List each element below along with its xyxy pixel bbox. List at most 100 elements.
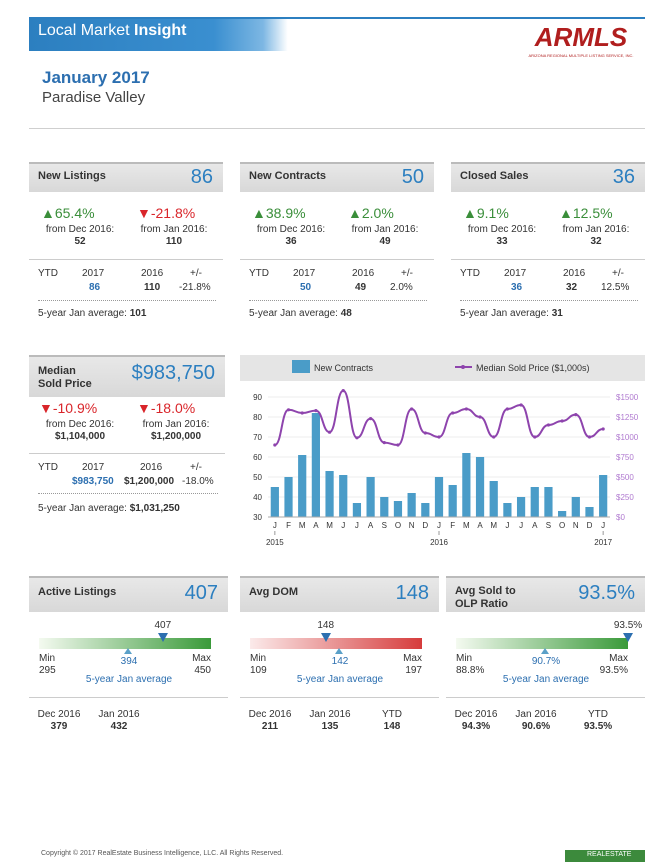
legend-line-marker	[461, 365, 465, 369]
divider	[29, 128, 645, 129]
new-listings-card: New Listings 86 ▲65.4% from Dec 2016: 52 ▼-21…	[29, 162, 223, 324]
card-title: Closed Sales	[460, 170, 529, 182]
brand-light: Local Market	[38, 22, 135, 39]
gauge-marker-icon	[623, 633, 633, 642]
card-header	[451, 162, 645, 192]
legend-label: New Contracts	[314, 363, 374, 373]
avg-marker-icon	[335, 648, 343, 654]
up-arrow-icon: ▲	[348, 205, 362, 221]
change-1-detail: from Dec 2016: $1,104,000	[45, 419, 115, 442]
year-label: 2015	[266, 538, 284, 547]
ytd-value-2: 32	[566, 282, 578, 293]
change-2-detail: from Jan 2016: 32	[562, 224, 630, 247]
change-2: ▲12.5%	[559, 205, 613, 221]
bar	[352, 503, 362, 517]
y-tick-right: $750	[616, 453, 634, 462]
change-2: ▼-21.8%	[137, 205, 196, 221]
compare-1: Dec 2016 379	[37, 709, 81, 732]
bar	[503, 503, 512, 517]
ytd-value-pm: 2.0%	[390, 282, 413, 293]
gauge-bar	[456, 638, 628, 649]
ytd-value-1: 86	[89, 282, 101, 293]
bar	[339, 475, 348, 517]
bar	[366, 477, 375, 517]
price-point	[601, 427, 605, 431]
bar	[325, 471, 334, 517]
price-point	[300, 411, 304, 415]
ytd-y1: 2017	[504, 268, 527, 279]
change-2-detail: from Jan 2016: $1,200,000	[142, 419, 210, 442]
y-tick-right: $0	[616, 513, 625, 522]
legend-bar-swatch	[292, 360, 310, 373]
change-1: ▲65.4%	[41, 205, 95, 221]
year-label: 2017	[594, 538, 612, 547]
x-tick: F	[450, 521, 455, 530]
card-title: Median Sold Price	[38, 365, 92, 390]
y-tick-left: 90	[253, 393, 262, 402]
price-point	[396, 443, 400, 447]
new-contracts-card: New Contracts 50 ▲38.9% from Dec 2016: 36 ▲2.…	[240, 162, 434, 324]
bar	[270, 487, 279, 517]
bar	[558, 511, 567, 517]
avg-label: 5-year Jan average	[85, 674, 173, 685]
ytd-ytd_label: YTD	[460, 268, 480, 279]
card-title: Avg Sold to OLP Ratio	[455, 585, 516, 610]
avg-marker-label: 142	[331, 656, 349, 667]
card-value: 93.5%	[578, 582, 635, 604]
bar	[393, 501, 403, 517]
compare-2: Jan 2016 135	[309, 709, 351, 732]
x-tick: A	[313, 521, 319, 530]
price-point	[286, 408, 291, 412]
ytd-value-pm: -21.8%	[179, 282, 211, 293]
x-tick: A	[368, 521, 374, 530]
x-tick: M	[326, 521, 333, 530]
bar	[530, 487, 539, 517]
price-point	[437, 435, 441, 439]
x-tick: D	[587, 521, 593, 530]
down-arrow-icon: ▼	[39, 400, 53, 416]
x-tick: M	[490, 521, 497, 530]
card-title: Active Listings	[38, 586, 117, 598]
price-point	[382, 441, 386, 445]
ytd-value-2: $1,200,000	[124, 476, 175, 487]
x-tick: A	[532, 521, 538, 530]
card-header	[446, 576, 645, 612]
bar	[571, 497, 580, 517]
down-arrow-icon: ▼	[137, 400, 151, 416]
brand-title: Local Market Insight	[38, 22, 186, 40]
price-point	[574, 413, 578, 417]
avg-marker-label: 394	[120, 656, 138, 667]
ytd-y2: 2016	[352, 268, 375, 279]
y-tick-left: 60	[253, 453, 262, 462]
card-title: Avg DOM	[249, 586, 299, 598]
report-month: January 2017	[42, 68, 150, 87]
x-tick: J	[341, 521, 345, 530]
bar	[544, 487, 553, 517]
change-1: ▲9.1%	[463, 205, 509, 221]
ytd-pm: +/-	[190, 268, 202, 279]
x-tick: D	[422, 521, 428, 530]
x-tick: O	[559, 521, 565, 530]
chart-panel: New Contracts Median Sold Price ($1,000s)…	[240, 355, 645, 565]
x-tick: A	[477, 521, 483, 530]
card-header	[29, 162, 223, 192]
gauge-min: Min 109	[250, 653, 267, 676]
x-tick: J	[519, 521, 523, 530]
ytd-value-1: $983,750	[72, 476, 114, 487]
price-point	[423, 431, 427, 435]
compare-3: YTD 93.5%	[583, 709, 613, 732]
gauge-bar	[39, 638, 211, 649]
price-point	[327, 430, 332, 434]
combo-chart: New Contracts Median Sold Price ($1,000s)…	[240, 355, 645, 547]
compare-3: YTD 148	[382, 709, 402, 732]
avg-marker-icon	[541, 648, 549, 654]
gauge-min: Min 295	[39, 653, 56, 676]
price-point	[587, 435, 592, 439]
ytd-y2: 2016	[563, 268, 586, 279]
bar	[516, 497, 526, 517]
bar	[421, 503, 430, 517]
bar	[284, 477, 293, 517]
card-value: $983,750	[131, 362, 215, 384]
x-tick: J	[437, 521, 441, 530]
ytd-pm: +/-	[190, 462, 202, 473]
